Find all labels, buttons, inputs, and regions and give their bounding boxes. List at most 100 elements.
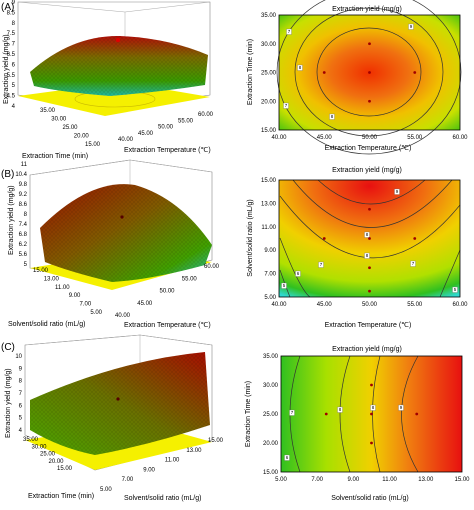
contour-c-points [324,383,419,445]
design-point [368,99,371,103]
contour-label-box [283,102,289,109]
contour-label: 5 [283,283,286,288]
x-tick-label: 9.00 [143,467,155,473]
contour-label: 7 [291,410,294,415]
design-point [413,71,417,74]
z-tick-label: 4 [19,428,23,434]
y-tick-label: 13.00 [44,276,60,282]
design-point [415,412,419,416]
y-tick-label: 15.00 [263,470,279,476]
y-tick-label: 13.00 [261,201,277,207]
surface-plot-c: Extraction yield (mg/g) 4 5 6 7 8 9 10 35.0030… [5,334,224,502]
z-tick-label: 6 [19,403,23,409]
contour-b-line-6a [279,237,311,298]
z-tick-label: 6.8 [19,232,28,238]
surface-a-max-point [115,37,121,43]
x-tick-label: 50.00 [362,302,378,308]
surface-plot-b: Extraction yield (mg/g) 5 5.6 6.2 6.8 7.4 8 8.… [8,159,220,329]
x-tick-label: 45.00 [317,135,333,141]
contour-a-points [322,42,417,103]
z-tick-label: 9.2 [19,192,28,198]
contour-label-box [318,261,324,268]
design-point [368,237,371,240]
x-tick-label: 55.00 [178,118,194,124]
contour-label: 7 [412,261,415,266]
x-tick-label: 7.00 [311,477,323,483]
y-tick-label: 9.00 [69,293,81,299]
x-tick-label: 55.00 [182,276,198,282]
x-tick-label: 11.00 [165,458,180,464]
z-tick-label: 5 [19,416,23,422]
contour-label-box [364,231,370,238]
x-tick-label: 55.00 [407,135,423,141]
surface-a-mesh-lines [30,35,208,96]
z-tick-label: 4 [12,104,16,110]
panel-label-b: (B) [1,169,14,180]
panel-label-c: (C) [1,342,15,353]
design-point [368,71,371,74]
x-tick-label: 45.00 [137,301,153,307]
contour-b-xlabel: Extraction Temperature (℃) [325,322,412,329]
contour-b-points [322,207,417,293]
x-tick-label: 60.00 [452,135,468,141]
x-tick-label: 60.00 [452,302,468,308]
contour-label-box [398,404,404,411]
x-tick-label: 15.00 [454,477,470,483]
y-tick-label: 11.00 [261,225,276,231]
contour-label: 7 [285,103,288,108]
contour-c-title: Extraction yield (mg/g) [332,346,402,353]
z-tick-label: 5 [12,83,16,89]
contour-a-frame [278,14,461,131]
y-tick-label: 15.00 [33,268,49,274]
contour-b-frame [278,179,461,298]
y-tick-label: 20.00 [263,441,279,447]
y-tick-label: 30.00 [51,117,67,123]
contour-label: 8 [372,405,375,410]
contour-c-yticks: 15.00 20.00 25.00 30.00 35.00 [263,354,279,476]
contour-label-box [370,404,376,411]
contour-label-box [410,260,416,267]
x-tick-label: 13.00 [186,448,202,454]
surface-b-zticks: 5 5.6 6.2 6.8 7.4 8 8.6 9.2 9.8 10.4 11 [15,162,27,268]
y-tick-label: 15.00 [57,466,73,472]
x-tick-label: 45.00 [317,302,333,308]
contour-label: 8 [366,232,369,237]
contour-a-labels: 7 8 7 8 9 [283,23,414,120]
contour-a-ylabel: Extraction Time (min) [247,39,254,105]
surface-c-mesh-lines [30,352,210,455]
surface-c-zlabel: Extraction yield (mg/g) [5,368,12,438]
contour-label-box [289,409,295,416]
x-tick-label: 5.00 [100,487,112,493]
contour-c-line-9 [401,355,419,473]
contour-a-line-9 [316,27,422,117]
contour-label: 6 [286,455,289,460]
surface-b-yticks: 15.00 13.00 11.00 9.00 7.00 5.00 [33,268,103,316]
contour-c-xticks: 5.00 7.00 9.00 11.00 13.00 15.00 [275,477,470,483]
contour-label: 8 [299,65,302,70]
x-tick-label: 7.00 [122,477,134,483]
y-tick-label: 20.00 [261,99,277,105]
z-tick-label: 9 [19,366,23,372]
design-point [370,412,373,416]
z-tick-label: 6.2 [19,242,28,248]
x-tick-label: 9.00 [348,477,360,483]
contour-label: 8 [366,253,369,258]
contour-b-xticks: 40.00 45.00 50.00 55.00 60.00 [271,302,468,308]
y-tick-label: 15.00 [85,142,101,148]
x-tick-label: 40.00 [271,302,287,308]
z-tick-label: 6.5 [7,52,16,58]
design-point [370,441,373,445]
z-tick-label: 10.4 [15,172,27,178]
contour-label: 9 [396,189,399,194]
contour-plot-a: Extraction yield (mg/g) 7 8 7 8 9 40.00 45.00… [247,0,468,155]
contour-label: 6 [297,271,300,276]
y-tick-label: 30.00 [31,444,47,450]
y-tick-label: 11.00 [55,285,70,291]
z-tick-label: 6 [12,62,16,68]
x-tick-label: 50.00 [160,289,176,295]
design-point [370,383,373,387]
x-tick-label: 40.00 [118,137,134,143]
contour-label: 8 [331,114,334,119]
contour-b-line-9 [317,179,426,205]
